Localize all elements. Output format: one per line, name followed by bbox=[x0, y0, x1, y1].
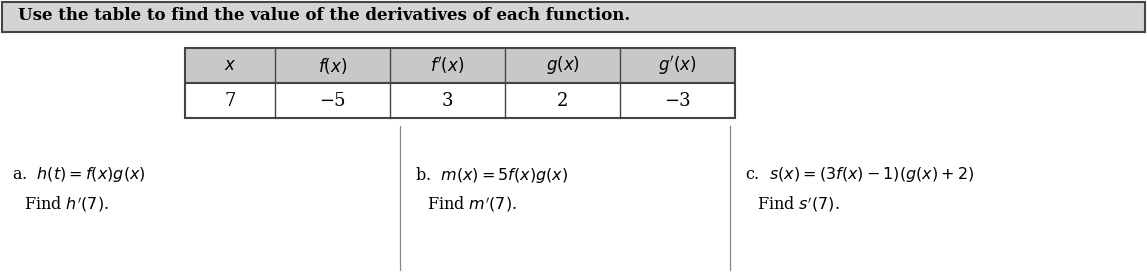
Bar bbox=[185, 48, 735, 83]
Text: c.  $s(x) = (3f(x)-1)(g(x)+2)$: c. $s(x) = (3f(x)-1)(g(x)+2)$ bbox=[746, 165, 974, 184]
Bar bbox=[2, 2, 1145, 32]
Bar bbox=[185, 83, 735, 118]
Text: 2: 2 bbox=[556, 91, 568, 110]
Text: Find $h'(7)$.: Find $h'(7)$. bbox=[24, 195, 109, 214]
Text: $g(x)$: $g(x)$ bbox=[546, 54, 579, 76]
Text: $x$: $x$ bbox=[224, 57, 236, 75]
Text: −5: −5 bbox=[319, 91, 345, 110]
Text: Use the table to find the value of the derivatives of each function.: Use the table to find the value of the d… bbox=[18, 7, 630, 23]
Text: 3: 3 bbox=[442, 91, 453, 110]
Text: $f(x)$: $f(x)$ bbox=[318, 55, 348, 76]
Text: a.  $h(t) = f(x)g(x)$: a. $h(t) = f(x)g(x)$ bbox=[11, 165, 146, 184]
Text: b.  $m(x) = 5f(x)g(x)$: b. $m(x) = 5f(x)g(x)$ bbox=[415, 165, 568, 185]
Text: $f'(x)$: $f'(x)$ bbox=[430, 55, 465, 76]
Text: −3: −3 bbox=[664, 91, 690, 110]
Text: 7: 7 bbox=[225, 91, 235, 110]
Text: $g'(x)$: $g'(x)$ bbox=[658, 54, 696, 77]
Text: Find $s'(7)$.: Find $s'(7)$. bbox=[757, 195, 840, 214]
Text: Find $m'(7)$.: Find $m'(7)$. bbox=[427, 195, 517, 214]
